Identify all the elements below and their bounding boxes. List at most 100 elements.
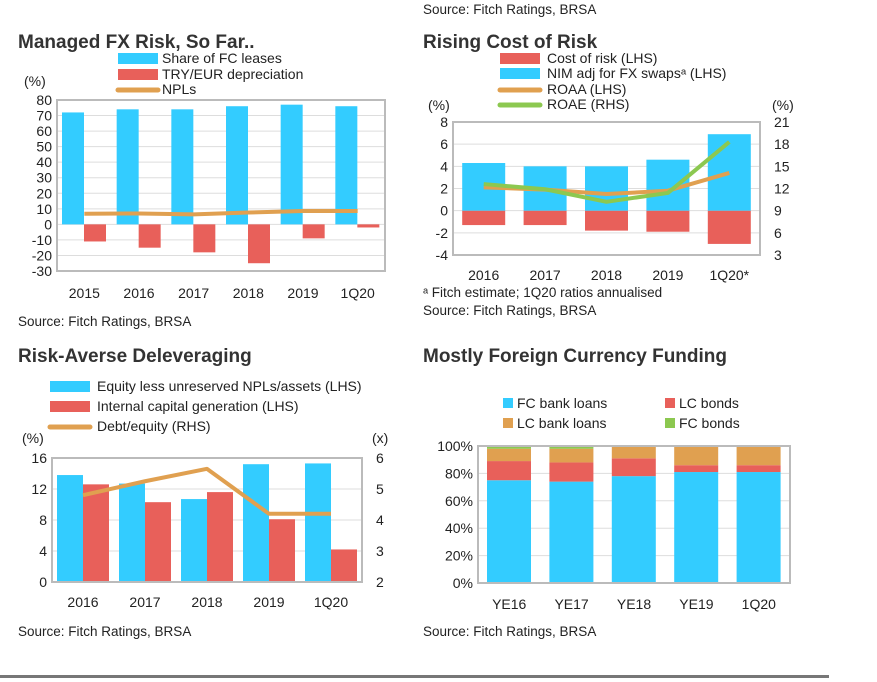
x-tick-label: 1Q20 [314, 594, 348, 610]
legend-label: FC bank loans [517, 395, 607, 411]
bar-fc-bank-loans [549, 481, 594, 583]
y-tick-label: 80% [445, 465, 473, 481]
chart-3: Risk-Averse Deleveraging (%) (x) 16 12 8 4 0 6 5 4… [18, 346, 388, 639]
legend-swatch [50, 401, 90, 412]
legend-swatch [665, 418, 675, 428]
chart-4: Mostly Foreign Currency Funding 100% 80% 60… [423, 346, 791, 639]
chart-title: Mostly Foreign Currency Funding [423, 346, 727, 367]
y2-tick-label: 15 [774, 158, 790, 174]
y2-tick-label: 5 [376, 481, 384, 497]
bar-lc-bank-loans [611, 446, 656, 459]
y-tick-label: 0 [440, 203, 448, 219]
y2-tick-label: 12 [774, 181, 790, 197]
legend-label: ROAE (RHS) [547, 96, 629, 112]
legend-label: NIM adj for FX swapsᵃ (LHS) [547, 65, 726, 81]
bar-share-of-fc-leases [116, 109, 139, 225]
y2-axis-unit: (x) [372, 430, 388, 446]
chart-source: Source: Fitch Ratings, BRSA [18, 624, 191, 639]
bar-fc-bank-loans [736, 472, 781, 583]
y-tick-label: 20% [445, 548, 473, 564]
bar-lc-bank-loans [549, 448, 594, 463]
bar-fc-bank-loans [487, 480, 531, 583]
plot-frame [477, 445, 791, 584]
legend-label: LC bonds [679, 395, 739, 411]
y-tick-label: 0 [39, 574, 47, 590]
bar-try-eur-depreciation [138, 224, 161, 248]
y2-tick-label: 9 [774, 203, 782, 219]
legend-swatch [665, 398, 675, 408]
x-tick-label: 2016 [468, 267, 499, 283]
legend-label: TRY/EUR depreciation [162, 66, 303, 82]
x-tick-label: 2015 [69, 285, 100, 301]
chart-source: Source: Fitch Ratings, BRSA [423, 303, 596, 318]
bar-fc-bank-loans [674, 472, 719, 583]
bar-equity-less-unreserved-npls-assets-lhs- [243, 464, 269, 582]
y-tick-label: -2 [436, 225, 449, 241]
y-axis-unit: (%) [24, 73, 46, 89]
legend-swatch [50, 381, 90, 392]
legend-label: Internal capital generation (LHS) [97, 398, 299, 414]
x-tick-label: 2019 [287, 285, 318, 301]
bar-lc-bonds [487, 461, 531, 481]
line-debt-equity-rhs- [82, 466, 331, 516]
bar-share-of-fc-leases [335, 106, 358, 225]
bar-internal-capital-generation-lhs- [207, 492, 233, 582]
legend-label: Debt/equity (RHS) [97, 418, 211, 434]
y-tick-label: 10 [36, 201, 52, 217]
bar-share-of-fc-leases [62, 112, 84, 225]
y-tick-label: 60 [36, 123, 52, 139]
bar-lc-bonds [549, 462, 594, 482]
bar-fc-bonds [549, 446, 594, 449]
y-axis-unit: (%) [428, 97, 450, 113]
x-tick-label: 2017 [129, 594, 160, 610]
bar-share-of-fc-leases [226, 106, 248, 225]
bar-lc-bank-loans [487, 448, 531, 462]
y2-tick-label: 6 [774, 225, 782, 241]
y-tick-label: 0 [44, 216, 52, 232]
chart-title: Rising Cost of Risk [423, 32, 598, 53]
y-tick-label: 12 [31, 481, 47, 497]
bar-internal-capital-generation-lhs- [83, 484, 109, 582]
y2-tick-label: 21 [774, 114, 790, 130]
bar-lc-bonds [611, 458, 656, 477]
bar-nim-adj-for-fx-swaps-lhs- [707, 134, 751, 211]
bar-equity-less-unreserved-npls-assets-lhs- [305, 463, 331, 582]
bar-cost-of-risk-lhs- [646, 210, 690, 232]
y-tick-label: 20 [36, 185, 52, 201]
x-tick-label: 2017 [530, 267, 561, 283]
y-tick-label: 30 [36, 170, 52, 186]
y-tick-label: 4 [39, 543, 47, 559]
y-tick-label: 40% [445, 520, 473, 536]
bar-try-eur-depreciation [193, 224, 216, 253]
x-tick-label: 1Q20 [742, 596, 776, 612]
y2-tick-label: 3 [774, 247, 782, 263]
y-tick-label: 4 [440, 158, 448, 174]
x-tick-label: 2019 [652, 267, 683, 283]
chart-title: Managed FX Risk, So Far.. [18, 32, 255, 53]
y2-tick-label: 3 [376, 543, 384, 559]
chart-source: Source: Fitch Ratings, BRSA [423, 624, 596, 639]
y-tick-label: 100% [437, 438, 473, 454]
y-tick-label: 6 [440, 136, 448, 152]
y-tick-label: 70 [36, 108, 52, 124]
x-tick-label: 2018 [591, 267, 622, 283]
y-tick-label: 8 [39, 512, 47, 528]
bar-internal-capital-generation-lhs- [331, 549, 357, 582]
y-tick-label: 8 [440, 114, 448, 130]
x-tick-label: 2018 [233, 285, 264, 301]
legend-swatch [500, 68, 540, 79]
y-tick-label: 0% [453, 575, 473, 591]
legend-label: ROAA (LHS) [547, 81, 626, 97]
bar-share-of-fc-leases [171, 109, 194, 225]
line-npls [84, 208, 358, 217]
bar-cost-of-risk-lhs- [707, 210, 751, 244]
y-tick-label: 2 [440, 181, 448, 197]
legend-swatch [118, 53, 158, 64]
bar-equity-less-unreserved-npls-assets-lhs- [119, 483, 145, 582]
bar-equity-less-unreserved-npls-assets-lhs- [181, 499, 207, 582]
legend-label: Equity less unreserved NPLs/assets (LHS) [97, 378, 362, 394]
bar-internal-capital-generation-lhs- [269, 519, 295, 582]
plot-frame [452, 121, 761, 256]
y-tick-label: -10 [32, 232, 52, 248]
legend-label: LC bank loans [517, 415, 607, 431]
